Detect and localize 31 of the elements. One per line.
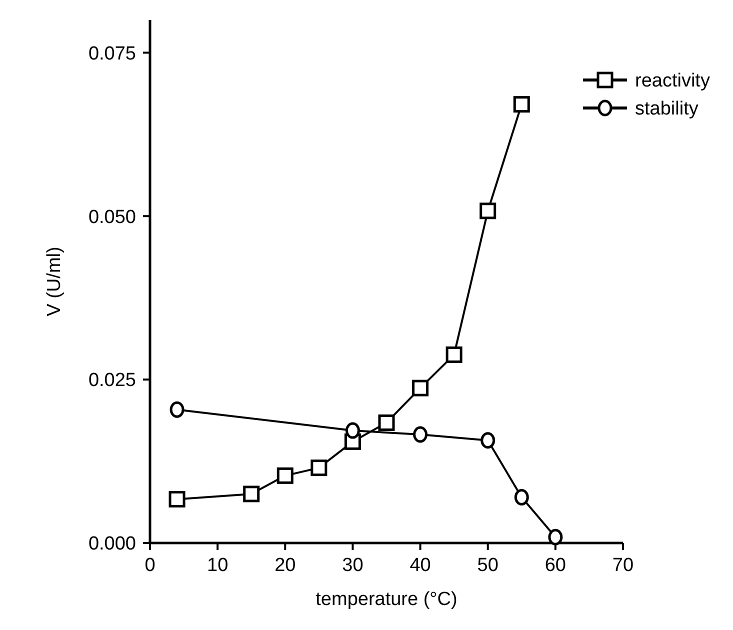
legend-label: stability — [635, 98, 699, 120]
x-tick-label: 30 — [342, 555, 364, 576]
point — [446, 346, 462, 363]
x-tick-label: 10 — [207, 555, 228, 576]
point — [412, 380, 429, 396]
point — [480, 432, 496, 449]
point — [378, 414, 395, 431]
point — [243, 486, 260, 502]
point — [480, 202, 496, 220]
x-axis-title: temperature (°C) — [316, 589, 458, 610]
y-tick-label: 0.025 — [88, 370, 136, 392]
x-tick-label: 60 — [544, 555, 566, 576]
point — [345, 422, 360, 439]
x-tick-label: 40 — [410, 555, 431, 576]
point — [548, 528, 563, 546]
legend-label: reactivity — [635, 70, 710, 92]
y-tick-label: 0.000 — [88, 534, 136, 555]
x-tick-label: 50 — [477, 555, 498, 576]
point — [310, 460, 328, 476]
y-tick-label: 0.050 — [88, 206, 136, 228]
point — [170, 401, 184, 418]
point — [168, 490, 186, 508]
y-tick-label: 0.075 — [88, 43, 136, 64]
point — [514, 488, 529, 506]
x-tick-label: 20 — [274, 555, 296, 576]
x-tick-label: 0 — [144, 555, 156, 576]
y-axis-title: V (U/ml) — [44, 246, 65, 316]
point — [413, 426, 428, 443]
point — [276, 467, 294, 484]
x-tick-label: 70 — [612, 555, 634, 576]
point — [513, 96, 530, 113]
